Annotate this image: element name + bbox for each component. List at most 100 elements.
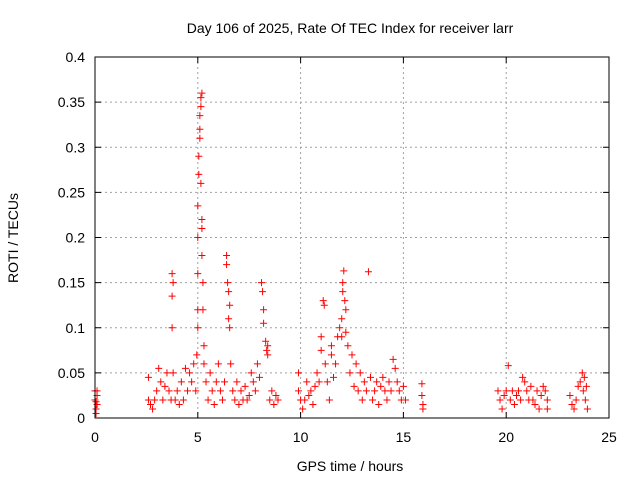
data-point (356, 369, 364, 377)
data-point (498, 405, 506, 413)
x-tick-label: 20 (498, 429, 514, 445)
data-point (196, 112, 204, 120)
data-point (389, 355, 397, 363)
data-point (199, 306, 207, 314)
data-point (200, 360, 208, 368)
x-axis-label: GPS time / hours (297, 458, 404, 474)
data-point (325, 396, 333, 404)
data-point (578, 369, 586, 377)
data-point (342, 306, 350, 314)
data-point (576, 378, 584, 386)
data-point (204, 396, 212, 404)
data-point (216, 387, 224, 395)
data-point (92, 409, 100, 417)
data-point (327, 351, 335, 359)
data-point (504, 362, 512, 370)
data-point (243, 396, 251, 404)
data-point (208, 387, 216, 395)
data-point (260, 306, 268, 314)
data-point (299, 405, 307, 413)
y-tick-label: 0.35 (58, 94, 85, 110)
data-point (168, 292, 176, 300)
data-point (338, 315, 346, 323)
x-tick-label: 5 (194, 429, 202, 445)
data-point (572, 396, 580, 404)
data-point (352, 360, 360, 368)
data-point (263, 346, 271, 354)
y-tick-label: 0 (77, 410, 85, 426)
data-point (531, 400, 539, 408)
data-point (260, 319, 268, 327)
data-point (494, 387, 502, 395)
data-point (332, 360, 340, 368)
data-point (272, 391, 280, 399)
data-point (194, 324, 202, 332)
data-point (149, 405, 157, 413)
data-point (385, 378, 393, 386)
data-point (341, 297, 349, 305)
data-point (533, 387, 541, 395)
data-point (147, 400, 155, 408)
data-point (342, 328, 350, 336)
data-point (237, 387, 245, 395)
data-point (197, 179, 205, 187)
data-point (381, 387, 389, 395)
data-point (512, 391, 520, 399)
data-point (383, 396, 391, 404)
data-point (295, 387, 303, 395)
x-tick-label: 0 (91, 429, 99, 445)
data-point (223, 252, 231, 260)
data-point (375, 400, 383, 408)
data-point (399, 382, 407, 390)
data-point (92, 398, 100, 406)
data-point (320, 301, 328, 309)
data-point (303, 378, 311, 386)
data-point (169, 279, 177, 287)
data-point (527, 382, 535, 390)
data-point (574, 382, 582, 390)
data-point (515, 387, 523, 395)
data-point (510, 400, 518, 408)
data-point (419, 405, 427, 413)
data-point (500, 391, 508, 399)
data-point (543, 405, 551, 413)
data-point (523, 387, 531, 395)
data-point (226, 324, 234, 332)
data-point (202, 378, 210, 386)
axis-ticks (94, 56, 610, 419)
data-point (502, 387, 510, 395)
x-tick-label: 15 (396, 429, 412, 445)
y-tick-label: 0.4 (66, 49, 86, 65)
x-tick-label: 10 (293, 429, 309, 445)
data-point (313, 369, 321, 377)
data-point (579, 387, 587, 395)
data-point (317, 346, 325, 354)
data-point (175, 400, 183, 408)
data-point (196, 125, 204, 133)
data-point (360, 378, 368, 386)
data-point (157, 378, 165, 386)
data-point (541, 387, 549, 395)
data-point (255, 373, 263, 381)
data-point (268, 387, 276, 395)
data-point (224, 279, 232, 287)
y-tick-label: 0.1 (66, 320, 86, 336)
data-point (197, 103, 205, 111)
data-point (274, 396, 282, 404)
data-point (247, 369, 255, 377)
data-point (506, 396, 514, 404)
y-tick-label: 0.05 (58, 365, 85, 381)
data-point (251, 387, 259, 395)
data-point (179, 396, 187, 404)
data-point (496, 396, 504, 404)
data-point (196, 134, 204, 142)
data-point (165, 387, 173, 395)
data-point (566, 391, 574, 399)
data-point (188, 378, 196, 386)
data-point (161, 382, 169, 390)
data-point (198, 252, 206, 260)
data-point (223, 261, 231, 269)
data-point (225, 315, 233, 323)
data-point (348, 351, 356, 359)
data-point (192, 387, 200, 395)
